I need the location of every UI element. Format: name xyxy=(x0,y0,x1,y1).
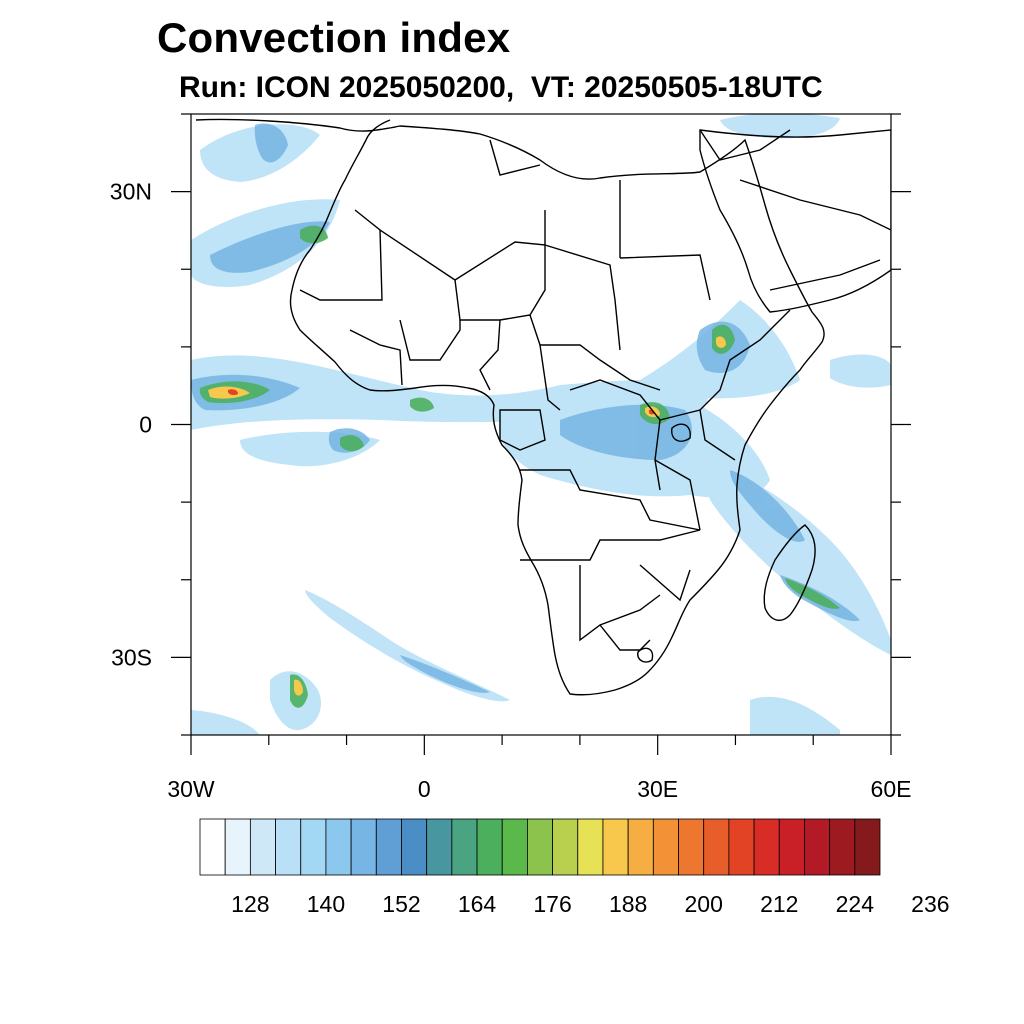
convection-field xyxy=(191,114,891,735)
country-border xyxy=(520,529,701,561)
field-patch xyxy=(716,336,726,348)
field-patch xyxy=(254,123,288,163)
arabia-coastline xyxy=(699,129,891,313)
country-border xyxy=(349,329,403,386)
country-border xyxy=(489,139,541,176)
colorbar-swatch xyxy=(728,818,755,876)
colorbar-label: 164 xyxy=(458,891,497,917)
colorbar-label: 236 xyxy=(911,891,949,917)
colorbar-label: 224 xyxy=(836,891,875,917)
madagascar xyxy=(763,524,816,622)
colorbar-swatch xyxy=(426,818,453,876)
colorbar-swatch xyxy=(778,818,805,876)
country-border xyxy=(454,245,546,321)
colorbar-swatch xyxy=(224,818,251,876)
country-border xyxy=(739,179,891,231)
field-patch xyxy=(294,679,303,696)
colorbar-swatch xyxy=(300,818,327,876)
lake-victoria xyxy=(671,423,691,442)
colorbar-swatch xyxy=(854,818,881,876)
country-border xyxy=(529,314,661,391)
country-border xyxy=(399,319,461,361)
field-patch xyxy=(228,389,238,396)
map-title: Convection index xyxy=(157,14,511,61)
colorbar-swatch xyxy=(275,818,302,876)
colorbar-swatch xyxy=(753,818,780,876)
lon-tick-label: 0 xyxy=(418,776,431,802)
coastlines-and-borders xyxy=(195,118,891,696)
colorbar-swatch xyxy=(829,818,856,876)
country-border xyxy=(520,469,701,531)
field-patch xyxy=(410,397,434,412)
field-patch xyxy=(785,578,840,609)
colorbar-swatch xyxy=(527,818,553,876)
colorbar-swatch xyxy=(401,818,428,876)
field-patch xyxy=(340,435,364,452)
colorbar-swatch xyxy=(678,818,705,876)
field-patch xyxy=(720,114,840,139)
colorbar-swatch xyxy=(501,818,528,876)
field-patch xyxy=(400,655,490,693)
country-border xyxy=(499,409,546,451)
colorbar-swatch xyxy=(451,818,478,876)
map-subtitle: Run: ICON 2025050200, VT: 20250505-18UTC xyxy=(179,71,823,104)
lesotho xyxy=(637,647,654,663)
colorbar-label: 212 xyxy=(760,891,798,917)
country-border xyxy=(654,459,701,531)
country-border xyxy=(699,129,791,161)
colorbar-label: 200 xyxy=(685,891,723,917)
field-patch xyxy=(830,354,891,388)
colorbar-label: 128 xyxy=(231,891,269,917)
colorbar-swatch xyxy=(249,818,276,876)
lat-tick-label: 0 xyxy=(139,412,152,438)
colorbar-swatch xyxy=(703,818,730,876)
country-border xyxy=(539,344,561,411)
country-border xyxy=(659,309,791,421)
colorbar-swatch xyxy=(804,818,831,876)
colorbar-label: 152 xyxy=(382,891,420,917)
country-border xyxy=(769,259,881,291)
country-border xyxy=(379,210,546,281)
colorbar-swatch xyxy=(375,818,402,876)
colorbar-swatch xyxy=(627,818,654,876)
africa-coastline xyxy=(195,118,825,696)
lon-tick-label: 30E xyxy=(637,776,678,802)
field-patch xyxy=(750,696,840,735)
colorbar-label: 188 xyxy=(609,891,647,917)
country-border xyxy=(699,409,736,461)
country-border xyxy=(619,254,711,301)
colorbar-label: 176 xyxy=(533,891,571,917)
map-axes: 30W 0 30E 60E 30N 0 30S xyxy=(110,113,912,802)
lon-tick-label: 30W xyxy=(167,776,215,802)
country-border xyxy=(599,624,651,651)
country-border xyxy=(544,244,621,351)
colorbar-swatch xyxy=(652,818,679,876)
colorbar: 128 140 152 164 176 188 200 212 224 236 xyxy=(199,818,950,917)
field-patch xyxy=(305,590,510,702)
colorbar-label: 140 xyxy=(307,891,345,917)
country-border xyxy=(479,319,501,391)
field-patch xyxy=(730,470,805,542)
field-patch xyxy=(191,710,260,735)
lat-tick-label: 30N xyxy=(110,179,152,205)
colorbar-swatch xyxy=(325,818,352,876)
colorbar-swatch xyxy=(552,818,579,876)
country-border xyxy=(569,379,661,491)
country-border xyxy=(299,209,383,301)
lat-tick-label: 30S xyxy=(111,644,152,670)
field-patch xyxy=(300,225,328,244)
country-border xyxy=(639,564,691,602)
colorbar-swatch xyxy=(199,818,226,876)
colorbar-swatch xyxy=(577,818,604,876)
colorbar-swatch xyxy=(476,818,503,876)
colorbar-swatch xyxy=(602,818,629,876)
colorbar-swatch xyxy=(350,818,377,876)
lon-tick-label: 60E xyxy=(871,776,912,802)
